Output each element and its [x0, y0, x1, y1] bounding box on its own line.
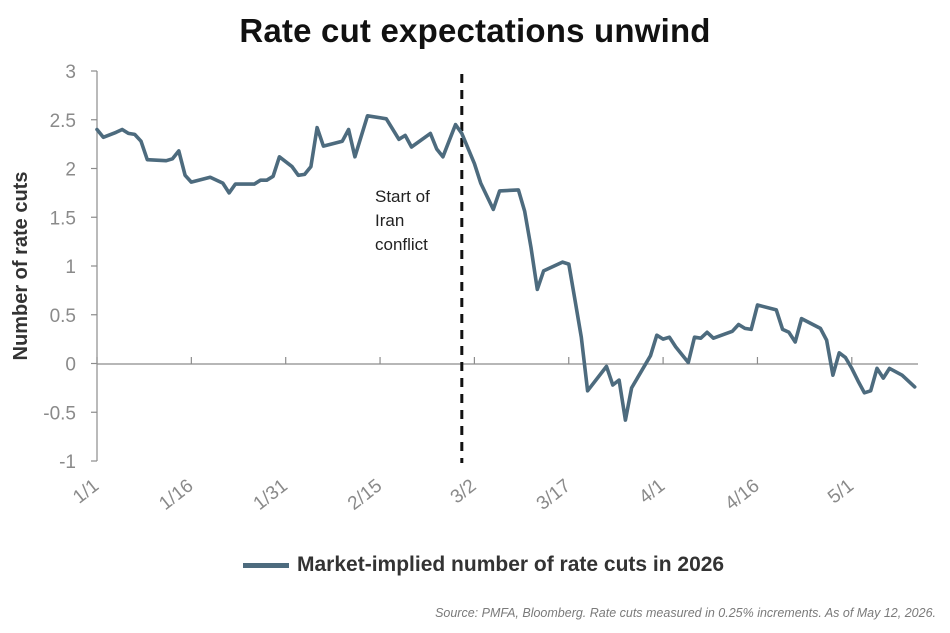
annotation-label: Start of: [375, 187, 430, 206]
y-tick-label: 0.5: [50, 306, 76, 327]
legend: Market-implied number of rate cuts in 20…: [243, 551, 724, 579]
y-tick-label: 2.5: [50, 111, 76, 132]
x-tick-label: 3/17: [533, 475, 575, 514]
y-tick-label: 0: [65, 355, 76, 376]
y-tick-label: 2: [65, 160, 76, 181]
x-tick-label: 3/2: [447, 475, 481, 508]
series-group: [95, 114, 917, 422]
y-tick-label: -0.5: [43, 403, 76, 424]
x-tick-label: 4/16: [721, 475, 763, 514]
annotation-label: conflict: [375, 235, 428, 254]
y-tick-label: 1.5: [50, 208, 76, 229]
x-tick-label: 1/1: [69, 475, 103, 508]
y-axis-label: Number of rate cuts: [10, 172, 32, 361]
chart-title: Rate cut expectations unwind: [239, 12, 711, 49]
event-annotation: Start of Iran conflict: [375, 74, 464, 463]
series-line: [95, 114, 917, 422]
annotation-label: Iran: [375, 211, 404, 230]
legend-swatch: [243, 562, 289, 568]
x-tick-label: 1/31: [250, 475, 292, 514]
source-note: Source: PMFA, Bloomberg. Rate cuts measu…: [435, 606, 936, 620]
y-tick-label: -1: [59, 452, 76, 473]
x-tick-label: 2/15: [344, 475, 386, 514]
x-tick-label: 1/16: [155, 475, 197, 514]
legend-label: Market-implied number of rate cuts in 20…: [297, 553, 725, 576]
y-tick-label: 1: [65, 257, 76, 278]
y-tick-label: 3: [65, 62, 76, 83]
x-tick-label: 5/1: [824, 475, 858, 508]
x-axis: 1/1 1/16 1/31 2/15 3/2 3/17 4/1 4/16 5/1: [69, 357, 918, 515]
x-tick-label: 4/1: [635, 475, 669, 508]
y-axis: 3 2.5 2 1.5 1 0.5 0 -0.5 -1: [43, 62, 98, 473]
